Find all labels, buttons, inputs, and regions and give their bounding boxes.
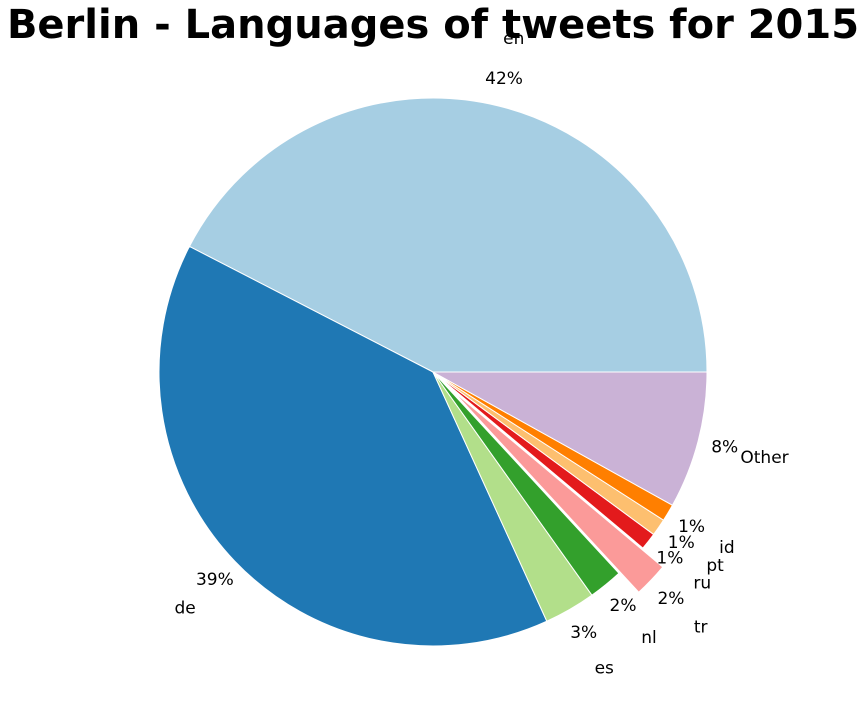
slice-label-id: id (719, 538, 735, 558)
pct-label-pt: 1% (668, 533, 695, 553)
pie-slice-tr (452, 390, 664, 593)
pct-label-de: 39% (196, 570, 234, 590)
pct-label-tr: 2% (657, 589, 684, 609)
chart-title: Berlin - Languages of tweets for 2015 (6, 2, 860, 48)
slice-label-nl: nl (641, 628, 657, 648)
pct-label-ru: 1% (656, 548, 683, 568)
slice-label-ru: ru (693, 574, 711, 594)
pie-slice-other (431, 371, 708, 506)
slice-label-tr: tr (694, 617, 708, 637)
pie-slice-en (188, 97, 708, 373)
slice-label-pt: pt (706, 556, 724, 576)
pct-label-en: 42% (485, 69, 523, 89)
pie-slice-nl (432, 371, 620, 596)
slice-label-es: es (595, 659, 614, 679)
pct-label-nl: 2% (610, 596, 637, 616)
slice-label-other: Other (740, 448, 788, 468)
pie-slice-de (158, 245, 548, 647)
pct-label-id: 1% (678, 517, 705, 537)
pct-label-es: 3% (570, 623, 597, 643)
pct-label-other: 8% (711, 438, 738, 458)
slice-label-en: en (503, 29, 524, 49)
slice-label-de: de (174, 598, 195, 618)
